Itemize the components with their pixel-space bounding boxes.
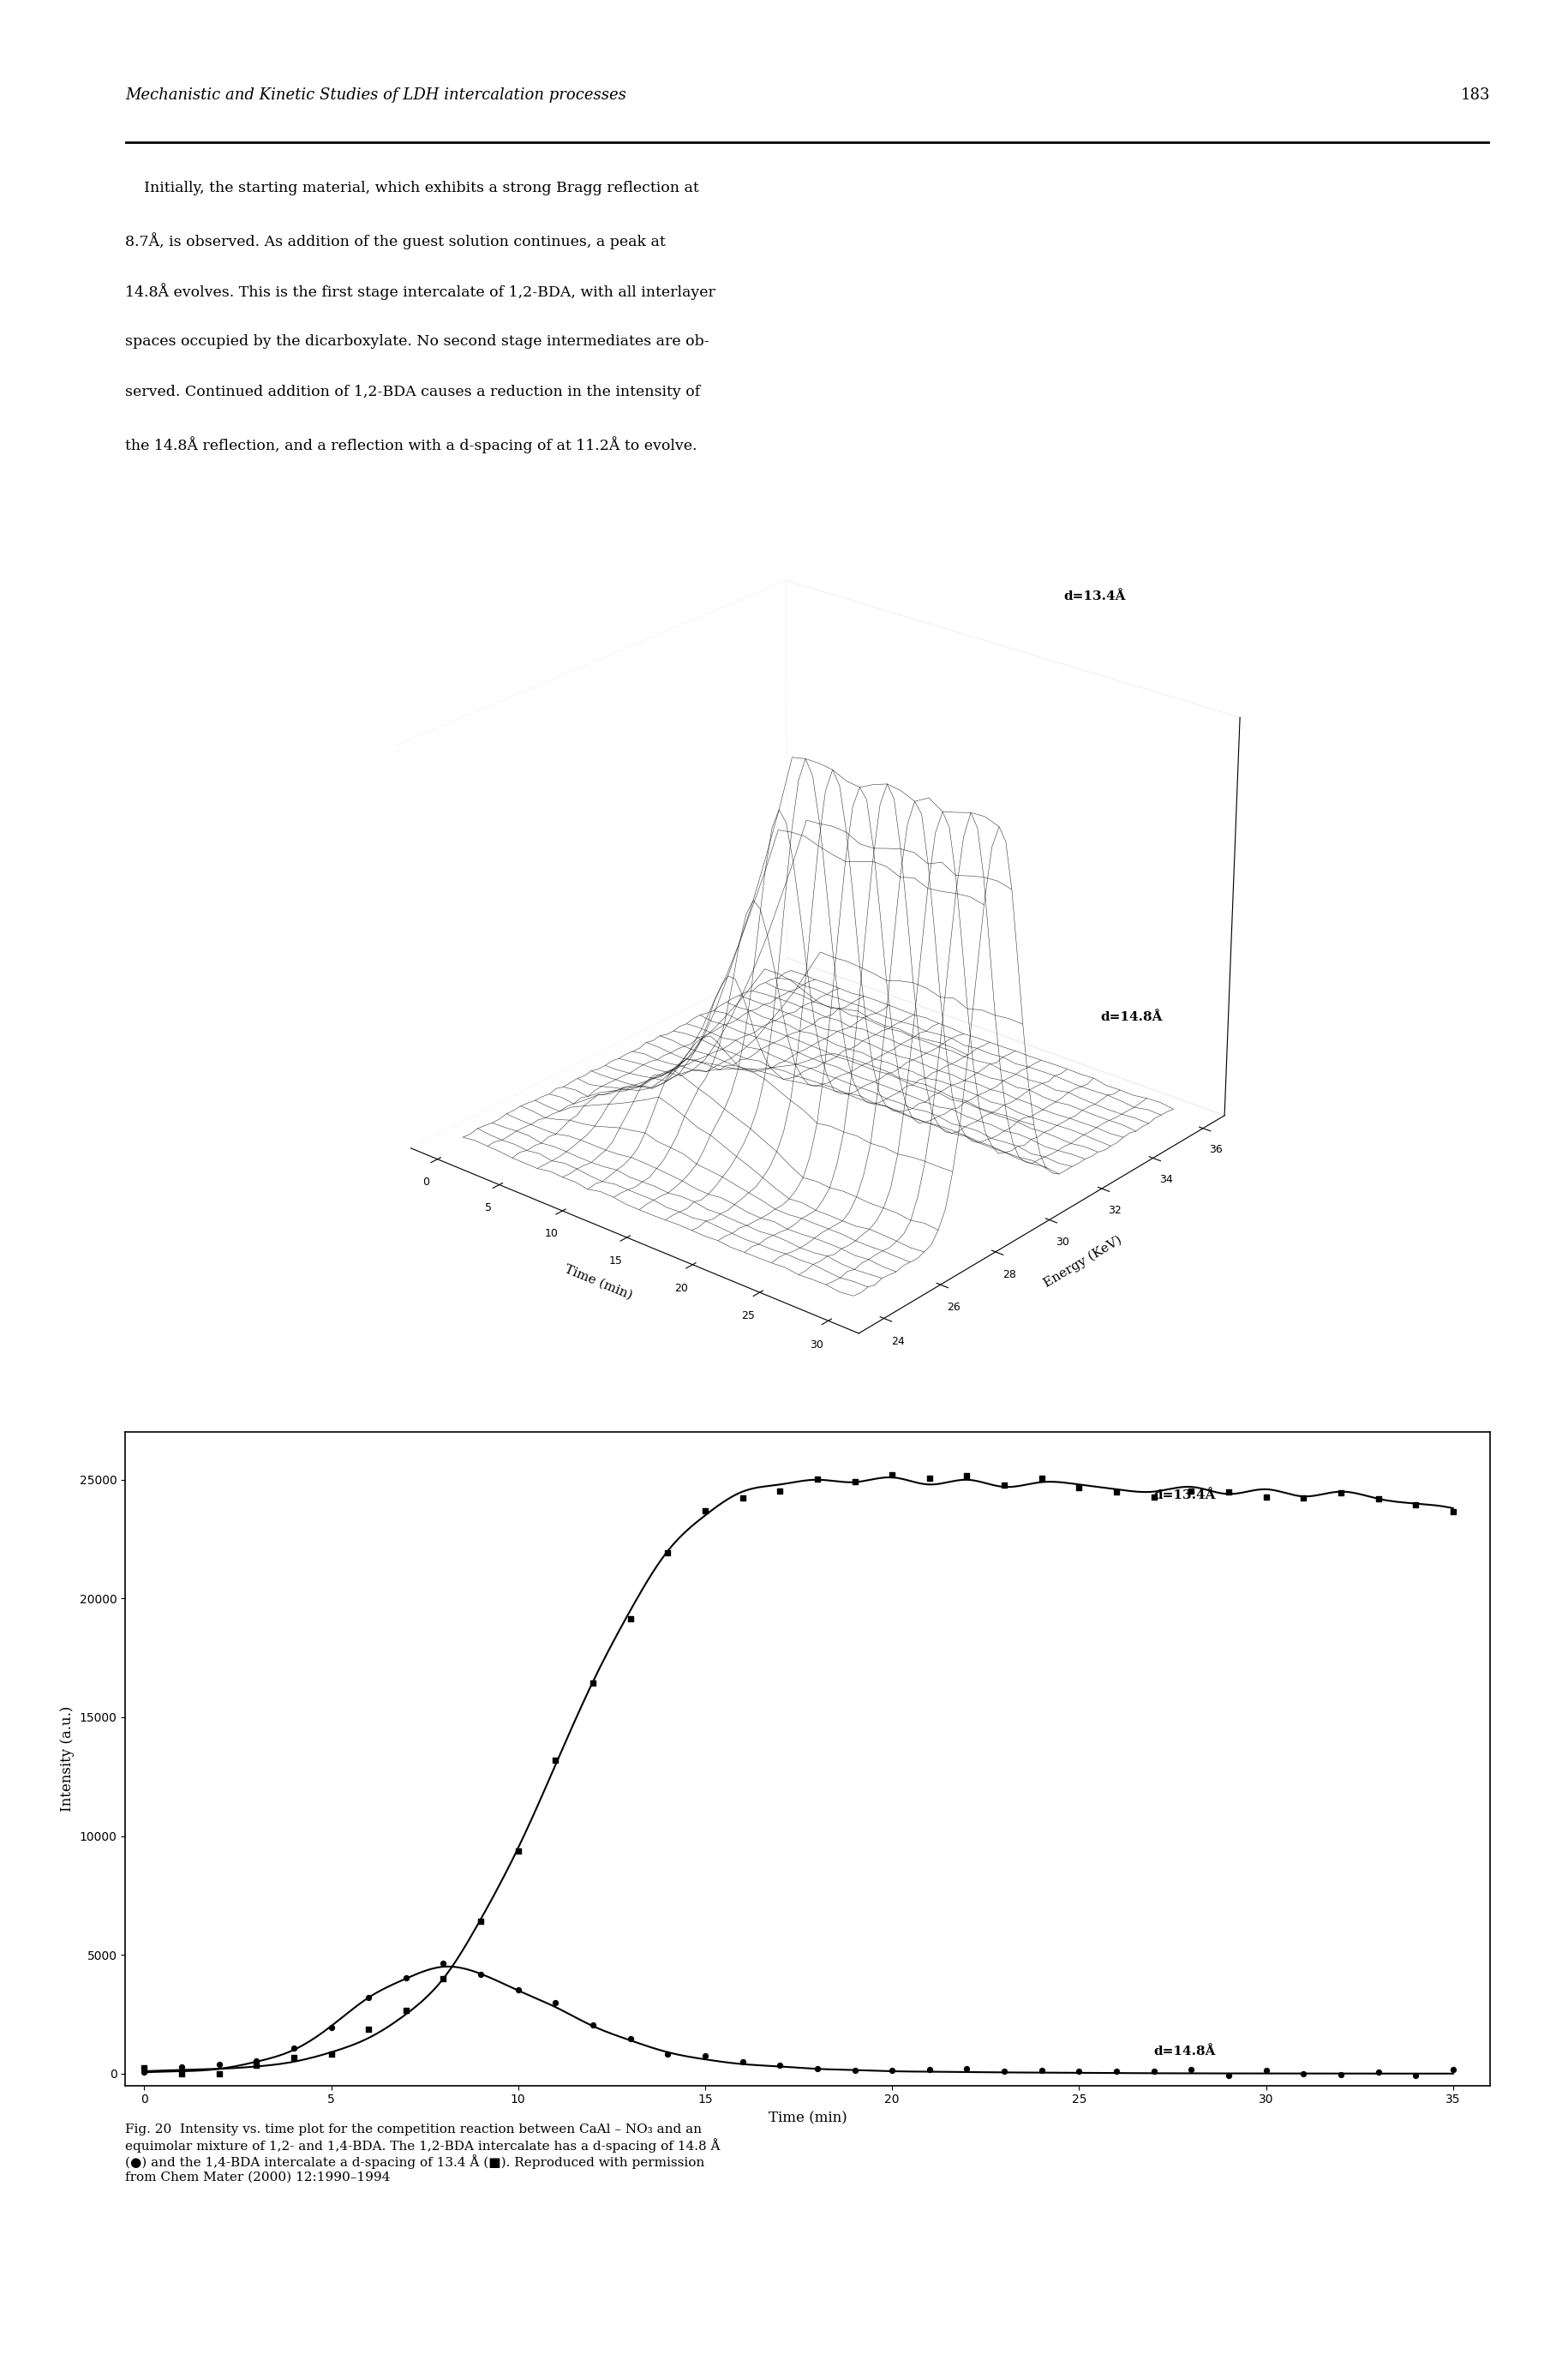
Point: [169, 2047, 194, 2086]
Point: [1253, 2052, 1278, 2090]
Point: [543, 1983, 568, 2021]
Point: [243, 2040, 268, 2078]
Point: [318, 2009, 343, 2047]
X-axis label: Time (min): Time (min): [561, 1263, 633, 1301]
Point: [804, 2050, 829, 2088]
Point: [467, 1902, 492, 1940]
Point: [356, 2009, 381, 2047]
Point: [1066, 1470, 1091, 1508]
Point: [880, 1455, 905, 1493]
Point: [1066, 2052, 1091, 2090]
Point: [1029, 2052, 1054, 2090]
Point: [729, 1479, 754, 1517]
Text: d=13.4Å: d=13.4Å: [1063, 590, 1126, 602]
Point: [394, 1959, 419, 1998]
Point: [729, 2043, 754, 2081]
Point: [394, 1993, 419, 2031]
Point: [431, 1943, 456, 1981]
Point: [842, 1462, 867, 1501]
Point: [1439, 2050, 1465, 2088]
Point: [1178, 2050, 1203, 2088]
Point: [505, 1971, 530, 2009]
Point: [207, 2055, 232, 2093]
Point: [953, 1455, 978, 1493]
Point: [953, 2050, 978, 2088]
Point: [842, 2052, 867, 2090]
Point: [1140, 2052, 1165, 2090]
Point: [1215, 1472, 1240, 1510]
Point: [804, 1460, 829, 1498]
Point: [1364, 2052, 1389, 2090]
Point: [1104, 1472, 1129, 1510]
Point: [1290, 2055, 1316, 2093]
Text: Mechanistic and Kinetic Studies of LDH intercalation processes: Mechanistic and Kinetic Studies of LDH i…: [125, 88, 626, 102]
Point: [1328, 1474, 1353, 1512]
Text: d=14.8Å: d=14.8Å: [1101, 1011, 1162, 1023]
Point: [1290, 1479, 1316, 1517]
Point: [916, 2050, 941, 2088]
Point: [281, 2028, 306, 2066]
Point: [318, 2036, 343, 2074]
Text: d=13.4Å: d=13.4Å: [1152, 1489, 1215, 1501]
Point: [580, 1665, 605, 1703]
Point: [543, 1741, 568, 1779]
Point: [767, 2045, 792, 2083]
Point: [618, 1600, 643, 1638]
Text: spaces occupied by the dicarboxylate. No second stage intermediates are ob-: spaces occupied by the dicarboxylate. No…: [125, 333, 709, 350]
Point: [169, 2055, 194, 2093]
Point: [1253, 1479, 1278, 1517]
Point: [1402, 2057, 1427, 2095]
Text: Initially, the starting material, which exhibits a strong Bragg reflection at: Initially, the starting material, which …: [125, 181, 699, 195]
Text: 183: 183: [1460, 88, 1490, 102]
Point: [281, 2038, 306, 2076]
Point: [1364, 1479, 1389, 1517]
Point: [691, 2038, 717, 2076]
Point: [132, 2052, 157, 2090]
Point: [1029, 1458, 1054, 1496]
Text: d=14.8Å: d=14.8Å: [1152, 2045, 1215, 2057]
Point: [655, 1534, 681, 1572]
Point: [767, 1472, 792, 1510]
X-axis label: Time (min): Time (min): [768, 2112, 847, 2126]
Point: [991, 2052, 1016, 2090]
Point: [1439, 1493, 1465, 1531]
Point: [1328, 2055, 1353, 2093]
Point: [1104, 2052, 1129, 2090]
Point: [356, 1978, 381, 2017]
Point: [618, 2019, 643, 2057]
Point: [1402, 1486, 1427, 1524]
Point: [505, 1831, 530, 1869]
Text: Fig. 20  Intensity vs. time plot for the competition reaction between CaAl – NO₃: Fig. 20 Intensity vs. time plot for the …: [125, 2124, 720, 2183]
Y-axis label: Intensity (a.u.): Intensity (a.u.): [60, 1705, 75, 1812]
Point: [1178, 1472, 1203, 1510]
Point: [1140, 1477, 1165, 1515]
Point: [580, 2005, 605, 2043]
Point: [655, 2036, 681, 2074]
Point: [243, 2047, 268, 2086]
Text: the 14.8Å reflection, and a reflection with a d-spacing of at 11.2Å to evolve.: the 14.8Å reflection, and a reflection w…: [125, 435, 698, 452]
Point: [467, 1955, 492, 1993]
Point: [880, 2052, 905, 2090]
Point: [132, 2047, 157, 2086]
Point: [1215, 2057, 1240, 2095]
Point: [431, 1959, 456, 1998]
Point: [991, 1465, 1016, 1503]
Y-axis label: Energy (KeV): Energy (KeV): [1041, 1234, 1124, 1289]
Point: [207, 2045, 232, 2083]
Text: 8.7Å, is observed. As addition of the guest solution continues, a peak at: 8.7Å, is observed. As addition of the gu…: [125, 233, 665, 250]
Point: [691, 1491, 717, 1529]
Text: 14.8Å evolves. This is the first stage intercalate of 1,2-BDA, with all interlay: 14.8Å evolves. This is the first stage i…: [125, 283, 715, 300]
Text: served. Continued addition of 1,2-BDA causes a reduction in the intensity of: served. Continued addition of 1,2-BDA ca…: [125, 385, 701, 400]
Point: [916, 1458, 941, 1496]
